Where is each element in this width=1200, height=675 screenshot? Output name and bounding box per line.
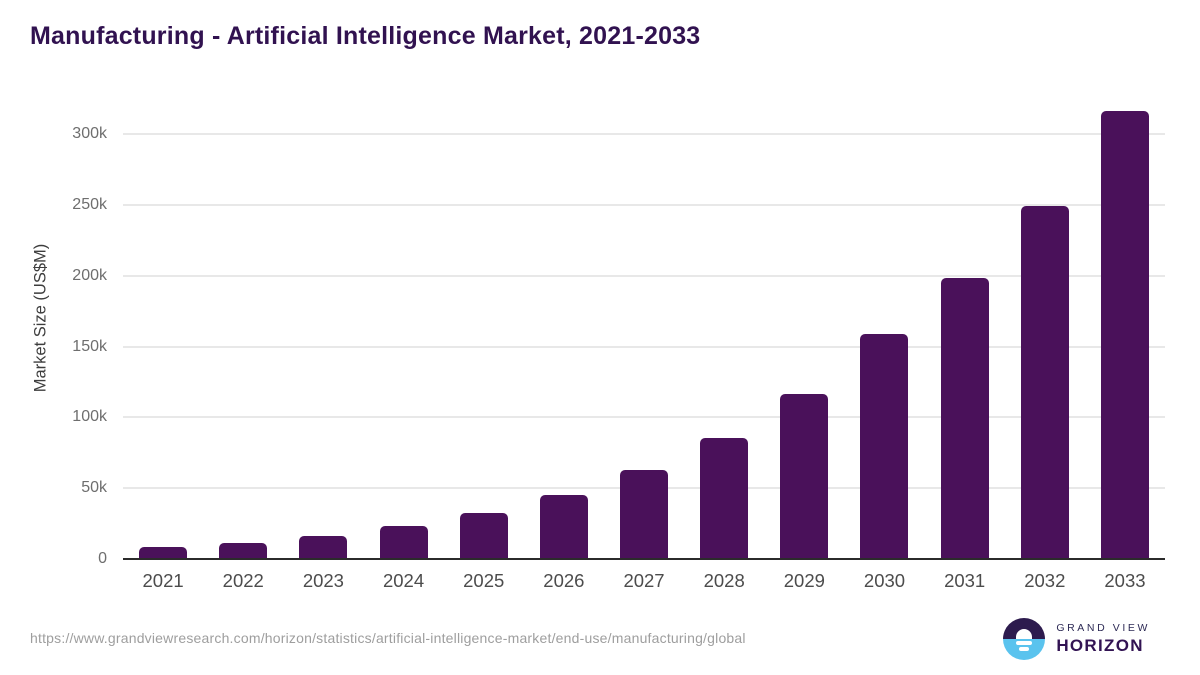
bar-2032[interactable] xyxy=(1020,206,1069,559)
gridline-100k xyxy=(123,416,1165,419)
y-tick-label-150k: 150k xyxy=(72,337,107,355)
bar-column-2032 xyxy=(1005,100,1085,559)
x-tick-label-2025: 2025 xyxy=(463,570,505,591)
x-tick-label-2032: 2032 xyxy=(1024,570,1066,591)
y-tick-label-0: 0 xyxy=(98,550,107,567)
bar-column-2031 xyxy=(925,100,1005,559)
logo-reflection-bar-1 xyxy=(1016,641,1033,645)
bar-2026[interactable] xyxy=(539,495,588,559)
bar-2022[interactable] xyxy=(219,543,268,559)
y-tick-label-100k: 100k xyxy=(72,408,107,426)
bar-2021[interactable] xyxy=(139,547,188,559)
gridline-200k xyxy=(123,274,1165,277)
x-tick-label-2030: 2030 xyxy=(863,570,906,591)
bar-column-2027 xyxy=(604,100,684,559)
source-url: https://www.grandviewresearch.com/horizo… xyxy=(30,630,746,646)
gridline-300k xyxy=(123,133,1165,136)
x-tick-label-2022: 2022 xyxy=(222,570,264,591)
bar-2029[interactable] xyxy=(780,394,829,559)
x-tick-label-2029: 2029 xyxy=(783,570,825,591)
gridline-250k xyxy=(123,204,1165,206)
bar-column-2024 xyxy=(363,100,443,559)
bar-column-2026 xyxy=(524,100,604,559)
bar-2028[interactable] xyxy=(700,438,749,559)
y-tick-label-250k: 250k xyxy=(72,196,107,213)
x-tick-label-2024: 2024 xyxy=(382,570,425,591)
bar-2033[interactable] xyxy=(1100,110,1149,559)
gridline-150k xyxy=(123,345,1165,348)
x-tick-label-2028: 2028 xyxy=(703,570,745,591)
logo-horizon-label: HORIZON xyxy=(1056,636,1144,655)
bar-series xyxy=(123,100,1165,559)
x-tick-label-2021: 2021 xyxy=(142,570,184,591)
bar-column-2030 xyxy=(844,100,924,559)
plot-area xyxy=(123,100,1165,560)
y-tick-label-300k: 300k xyxy=(72,125,107,143)
bar-2031[interactable] xyxy=(940,278,989,559)
bar-column-2025 xyxy=(444,100,524,559)
y-tick-label-200k: 200k xyxy=(72,266,107,284)
x-tick-label-2023: 2023 xyxy=(302,570,344,591)
bar-column-2033 xyxy=(1085,100,1165,559)
horizon-sun-icon xyxy=(1003,618,1046,660)
bar-column-2021 xyxy=(123,100,203,559)
bar-2030[interactable] xyxy=(860,334,909,559)
x-tick-label-2026: 2026 xyxy=(543,570,585,591)
bar-2023[interactable] xyxy=(299,536,348,559)
y-tick-label-50k: 50k xyxy=(81,479,107,497)
chart-title: Manufacturing - Artificial Intelligence … xyxy=(30,22,701,50)
x-tick-label-2027: 2027 xyxy=(623,570,665,591)
logo-text: GRAND VIEW HORIZON xyxy=(1056,622,1150,656)
logo-sun-shape xyxy=(1016,628,1033,639)
grand-view-horizon-logo: GRAND VIEW HORIZON xyxy=(1003,618,1150,660)
x-tick-label-2031: 2031 xyxy=(944,570,986,591)
x-axis-line xyxy=(123,558,1165,560)
x-axis-ticks: 2021 2022 2023 2024 2025 2026 2027 2028 2029 2030… xyxy=(123,570,1165,592)
logo-reflection-bar-2 xyxy=(1019,647,1030,651)
bar-column-2029 xyxy=(764,100,844,559)
bar-column-2028 xyxy=(684,100,764,559)
bar-column-2023 xyxy=(283,100,363,559)
bar-column-2022 xyxy=(203,100,283,559)
logo-grand-view-label: GRAND VIEW xyxy=(1056,622,1150,634)
bar-2024[interactable] xyxy=(379,526,428,559)
bar-2027[interactable] xyxy=(620,470,669,559)
bar-2025[interactable] xyxy=(459,512,508,559)
x-tick-label-2033: 2033 xyxy=(1104,570,1146,591)
